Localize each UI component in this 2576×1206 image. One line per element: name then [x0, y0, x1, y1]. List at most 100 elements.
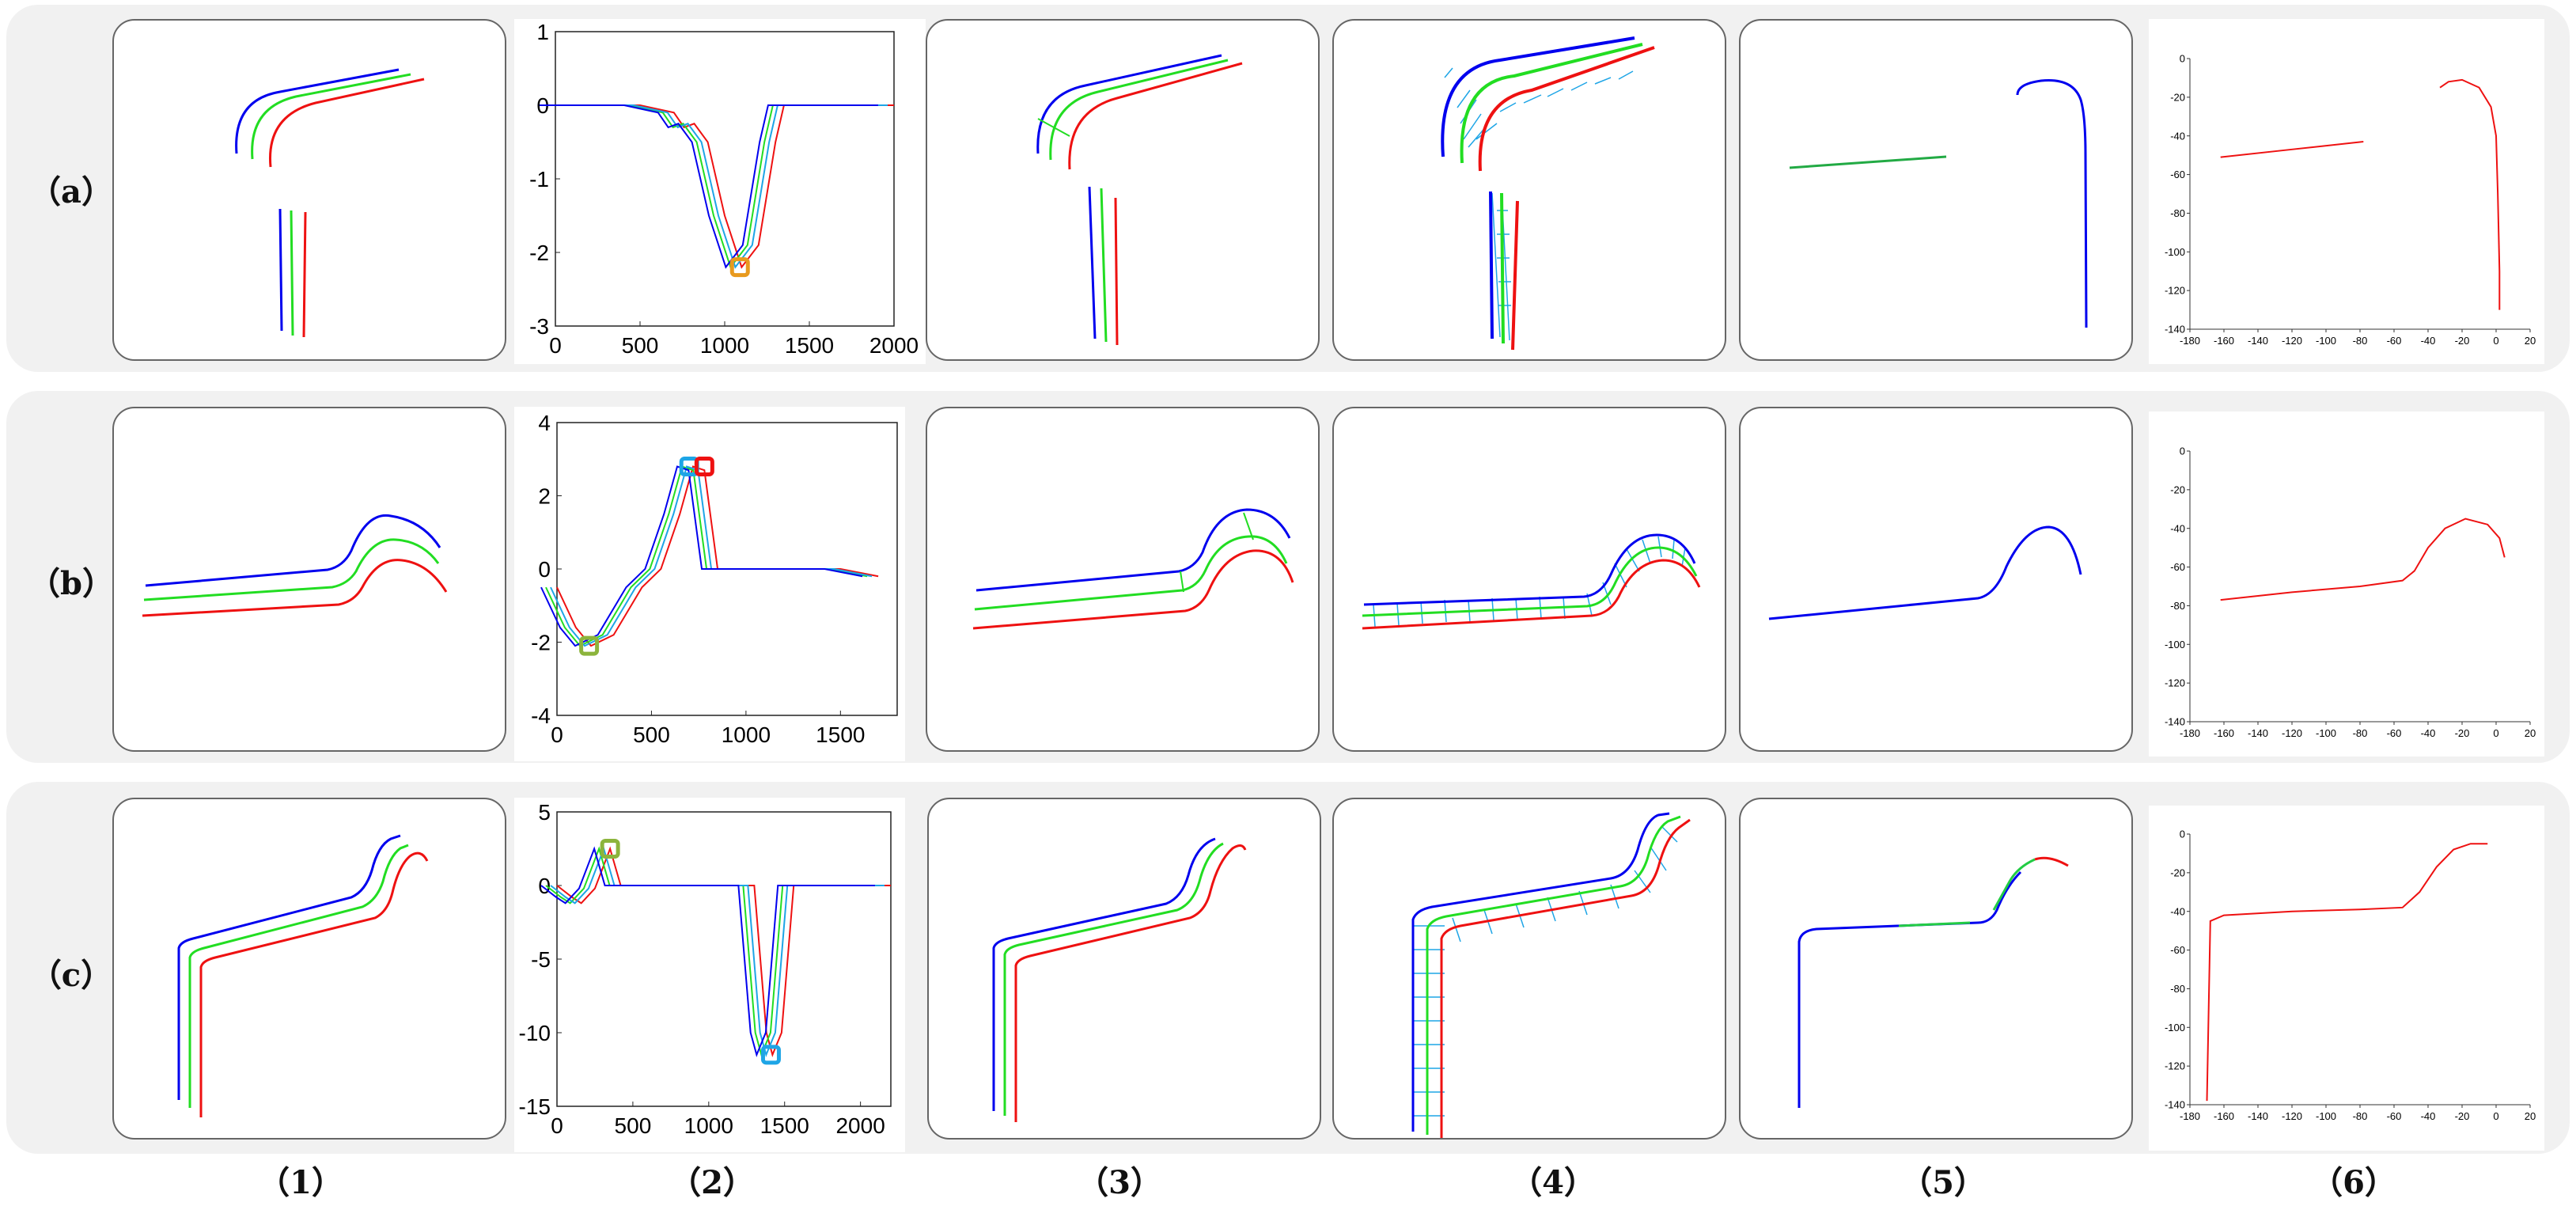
panel-b4-trajectory-hatched: [1332, 407, 1726, 752]
x-tick-label: 500: [615, 1113, 652, 1138]
y-tick-label: -2: [531, 630, 551, 654]
x-tick-label: -120: [2282, 727, 2302, 739]
y-tick-label: 0: [538, 557, 551, 582]
panel-a4-trajectory-hatched: [1332, 19, 1726, 361]
panel-b6-plot: -180 -160 -140 -120 -100 -80 -60 -40 -20 0 20 0 -20 -…: [2149, 411, 2544, 757]
y-tick-label: 4: [538, 411, 551, 435]
peak-marker-0: [729, 257, 750, 278]
peak-marker-0: [579, 635, 600, 656]
trajectory-line-0: [2220, 141, 2364, 158]
series-line-3: [540, 465, 863, 647]
y-tick-label: 0: [2180, 53, 2185, 65]
x-tick-label: -80: [2353, 727, 2368, 739]
x-tick-label: 20: [2525, 1110, 2536, 1122]
y-tick-label: -60: [2170, 169, 2185, 180]
x-tick-label: -120: [2282, 1110, 2302, 1122]
y-tick-label: 2: [538, 484, 551, 508]
x-tick-label: -60: [2387, 1110, 2402, 1122]
peak-marker-1: [760, 1045, 781, 1065]
x-tick-label: -140: [2248, 335, 2268, 347]
x-tick-label: -160: [2214, 727, 2234, 739]
x-tick-label: -180: [2180, 1110, 2200, 1122]
x-tick-label: 1000: [700, 333, 749, 358]
plot-frame: [555, 31, 895, 327]
x-tick-label: -80: [2353, 335, 2368, 347]
x-tick-label: -80: [2353, 1110, 2368, 1122]
peak-marker-0: [600, 839, 620, 859]
x-tick-label: -100: [2316, 1110, 2336, 1122]
x-tick-label: -40: [2421, 727, 2436, 739]
chart-a6: -180 -160 -140 -120 -100 -80 -60 -40 -20 0 20 0 -20 -…: [2165, 53, 2536, 347]
x-tick-label: 0: [2493, 727, 2498, 739]
x-tick-label: -160: [2214, 1110, 2234, 1122]
x-tick-label: 2000: [869, 333, 919, 358]
panel-b5-trajectory-single: [1739, 407, 2133, 752]
x-tick-label: -160: [2214, 335, 2234, 347]
panel-b3-trajectory: [926, 407, 1320, 752]
x-tick-label: -40: [2421, 1110, 2436, 1122]
y-tick-label: -120: [2165, 1060, 2185, 1072]
chart-b6: -180 -160 -140 -120 -100 -80 -60 -40 -20 0 20 0 -20 -…: [2165, 446, 2536, 739]
x-tick-label: 0: [2493, 1110, 2498, 1122]
col-label-3: （3）: [1077, 1164, 1162, 1201]
y-tick-label: -100: [2165, 246, 2185, 258]
x-tick-label: -180: [2180, 727, 2200, 739]
x-tick-label: -20: [2455, 727, 2470, 739]
chart-b2: 0 500 1000 1500 4 2 0 -2 -4: [531, 411, 898, 747]
x-tick-label: -120: [2282, 335, 2302, 347]
y-tick-label: 0: [538, 874, 551, 898]
y-tick-label: -10: [519, 1021, 551, 1045]
panel-c3-trajectory: [927, 798, 1321, 1140]
series-line-1: [544, 104, 883, 269]
x-tick-label: -20: [2455, 335, 2470, 347]
y-tick-label: -120: [2165, 677, 2185, 689]
y-tick-label: -120: [2165, 285, 2185, 297]
y-tick-label: -1: [529, 167, 549, 192]
panel-c5-trajectory-single: [1739, 798, 2133, 1140]
y-tick-label: -40: [2170, 905, 2185, 917]
panel-c4-trajectory-hatched: [1332, 798, 1726, 1140]
y-tick-label: -60: [2170, 561, 2185, 573]
panel-b2-signal-plot: 0 500 1000 1500 4 2 0 -2 -4: [514, 407, 905, 761]
panel-c1-trajectory: [112, 798, 506, 1140]
peak-marker-2: [694, 457, 714, 476]
y-tick-label: 0: [2180, 446, 2185, 457]
y-tick-label: -140: [2165, 716, 2185, 728]
y-tick-label: -5: [531, 947, 551, 972]
series-line-3: [540, 846, 875, 1057]
y-tick-label: 5: [538, 800, 551, 825]
x-tick-label: 1500: [816, 722, 865, 747]
y-tick-label: -140: [2165, 1099, 2185, 1111]
col-label-4: （4）: [1510, 1164, 1596, 1201]
panel-a6-plot: -180 -160 -140 -120 -100 -80 -60 -40 -20 0 20 0 -20 -…: [2149, 19, 2544, 364]
y-tick-label: -100: [2165, 639, 2185, 650]
y-tick-label: -3: [529, 314, 549, 339]
y-tick-label: -80: [2170, 207, 2185, 219]
col-label-2: （2）: [669, 1164, 755, 1201]
x-tick-label: 1000: [722, 722, 771, 747]
col-label-5: （5）: [1900, 1164, 1986, 1201]
y-tick-label: -140: [2165, 324, 2185, 336]
y-tick-label: -100: [2165, 1022, 2185, 1033]
series-line-0: [555, 104, 894, 269]
x-tick-label: 500: [622, 333, 659, 358]
panel-a1-trajectory: [112, 19, 506, 361]
chart-c6: -180 -160 -140 -120 -100 -80 -60 -40 -20 0 20 0 -20 -…: [2165, 829, 2536, 1122]
x-tick-label: -40: [2421, 335, 2436, 347]
y-tick-label: -40: [2170, 522, 2185, 534]
y-tick-label: -15: [519, 1094, 551, 1119]
col-label-1: （1）: [258, 1164, 343, 1201]
plot-frame: [556, 811, 892, 1107]
col-label-6: （6）: [2311, 1164, 2396, 1201]
panel-b1-trajectory: [112, 407, 506, 752]
x-tick-label: -100: [2316, 335, 2336, 347]
x-tick-label: 20: [2525, 727, 2536, 739]
y-tick-label: -80: [2170, 600, 2185, 612]
y-tick-label: -60: [2170, 944, 2185, 956]
row-label-c: （c）: [29, 957, 113, 994]
x-tick-label: 1000: [684, 1113, 733, 1138]
panel-c2-signal-plot: 0 500 1000 1500 2000 5 0 -5 -10 -15: [514, 798, 905, 1152]
x-tick-label: 0: [2493, 335, 2498, 347]
x-tick-label: 0: [551, 722, 563, 747]
